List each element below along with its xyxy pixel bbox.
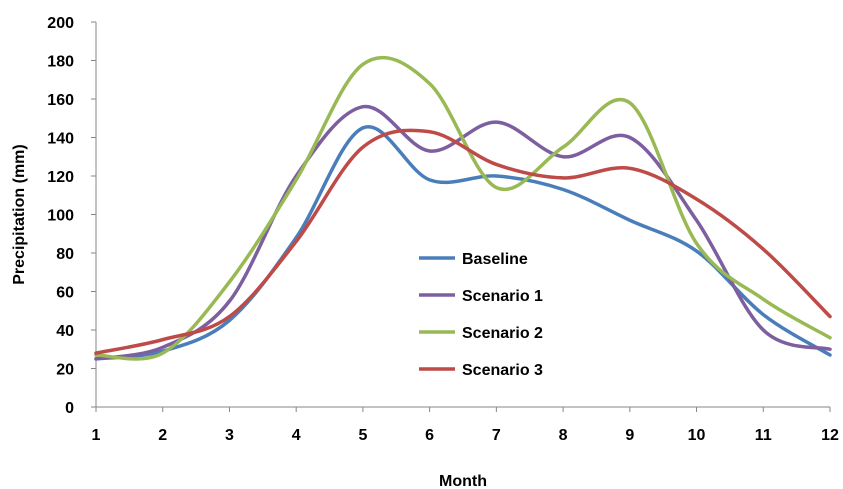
- series-line-scenario-2: [94, 55, 832, 361]
- x-tick-label: 12: [821, 427, 839, 444]
- y-axis-title: Precipitation (mm): [11, 144, 28, 284]
- x-axis-title: Month: [439, 473, 487, 489]
- series-line-baseline: [94, 125, 832, 361]
- x-tick-label: 8: [559, 427, 568, 444]
- series-line-scenario-3: [94, 128, 832, 355]
- y-tick-label: 160: [47, 92, 74, 109]
- x-tick-label: 9: [625, 427, 634, 444]
- x-tick-label: 3: [225, 427, 234, 444]
- legend-label-scenario-3: Scenario 3: [462, 362, 543, 379]
- y-tick-label: 0: [65, 400, 74, 417]
- x-tick-label: 6: [425, 427, 434, 444]
- x-tick-label: 7: [492, 427, 501, 444]
- y-tick-label: 140: [47, 131, 74, 148]
- x-tick-label: 4: [292, 427, 301, 444]
- x-tick-label: 2: [158, 427, 167, 444]
- y-tick-label: 180: [47, 54, 74, 71]
- x-tick-label: 1: [92, 427, 101, 444]
- legend-label-scenario-2: Scenario 2: [462, 325, 543, 342]
- y-tick-label: 100: [47, 208, 74, 225]
- legend: Baseline Scenario 1 Scenario 2 Scenario 3: [419, 251, 543, 379]
- y-tick-label: 80: [56, 246, 74, 263]
- x-tick-label: 10: [688, 427, 706, 444]
- legend-label-baseline: Baseline: [462, 251, 528, 268]
- y-tick-label: 20: [56, 362, 74, 379]
- series-lines: [94, 55, 832, 361]
- y-tick-label: 120: [47, 169, 74, 186]
- x-tick-label: 11: [755, 427, 772, 444]
- y-tick-label: 60: [56, 285, 74, 302]
- legend-label-scenario-1: Scenario 1: [462, 288, 543, 305]
- y-tick-label: 40: [56, 323, 74, 340]
- x-tick-label: 5: [358, 427, 367, 444]
- y-tick-label: 200: [47, 15, 74, 32]
